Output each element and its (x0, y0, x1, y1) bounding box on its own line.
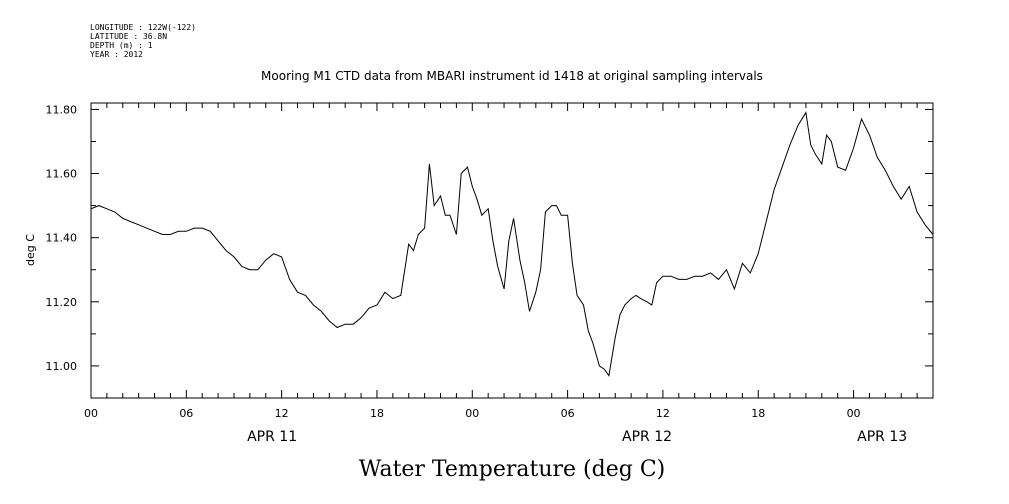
x-tick-label: 12 (656, 407, 670, 420)
y-tick-label: 11.00 (46, 360, 78, 373)
y-axis: 11.00 11.20 11.40 11.60 11.80 (46, 103, 933, 373)
x-tick-label: 18 (751, 407, 765, 420)
meta-depth: DEPTH (m) : 1 (90, 41, 153, 50)
date-label: APR 12 (622, 429, 672, 445)
x-tick-label: 12 (275, 407, 289, 420)
x-tick-label: 06 (561, 407, 575, 420)
chart-title: Mooring M1 CTD data from MBARI instrumen… (261, 69, 763, 83)
x-axis-label: Water Temperature (deg C) (359, 457, 666, 482)
meta-longitude: LONGITUDE : 122W(-122) (90, 23, 196, 32)
y-tick-label: 11.60 (46, 168, 78, 181)
date-labels: APR 11 APR 12 APR 13 (247, 429, 907, 445)
x-axis: 00 06 12 18 00 06 12 18 00 (84, 103, 934, 420)
meta-latitude: LATITUDE : 36.8N (90, 32, 167, 41)
plot-frame (90, 102, 934, 399)
y-tick-label: 11.20 (46, 296, 78, 309)
x-tick-label: 06 (179, 407, 193, 420)
x-tick-label: 18 (370, 407, 384, 420)
x-tick-label: 00 (84, 407, 98, 420)
y-tick-label: 11.80 (46, 103, 78, 116)
y-tick-label: 11.40 (46, 232, 78, 245)
x-tick-label: 00 (465, 407, 479, 420)
meta-year: YEAR : 2012 (90, 50, 143, 59)
series-line (90, 111, 934, 377)
date-label: APR 11 (247, 429, 297, 445)
x-tick-label: 00 (847, 407, 861, 420)
date-label: APR 13 (857, 429, 907, 445)
y-axis-label: deg C (24, 234, 37, 266)
